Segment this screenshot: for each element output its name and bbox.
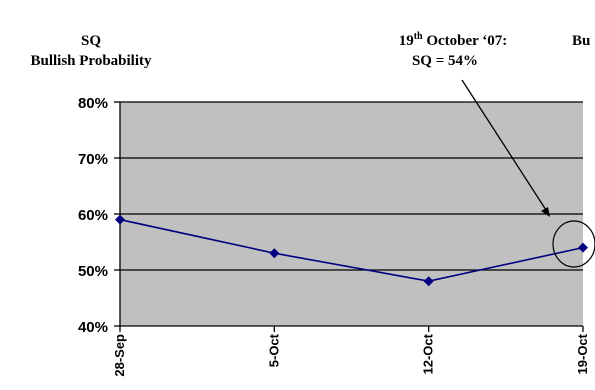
gridlines xyxy=(120,101,583,271)
annotation-day: 19 xyxy=(399,33,414,49)
annotation-text-line-2: SQ = 54% xyxy=(412,53,478,69)
x-tick-label: 19-Oct xyxy=(575,333,590,374)
annotation-date-rest: October ‘07: xyxy=(423,33,508,49)
y-tick-label: 70% xyxy=(78,151,108,168)
series-group xyxy=(115,214,588,287)
data-point-marker xyxy=(423,276,434,287)
y-tick-label: 60% xyxy=(78,207,108,224)
y-tick-label: 40% xyxy=(78,319,108,336)
annotation-arrowhead xyxy=(541,207,550,217)
second-chart-title-partial: Bu xyxy=(572,33,590,49)
data-point-marker xyxy=(578,242,588,253)
series-line xyxy=(119,218,584,283)
x-tick-label: 12-Oct xyxy=(421,333,436,374)
chart-title-line-2: Bullish Probability xyxy=(30,53,152,69)
x-tick-label: 28-Sep xyxy=(112,334,127,377)
x-axis: 28-Sep 5-Oct 12-Oct 19-Oct xyxy=(112,325,590,377)
annotation-arrow xyxy=(461,79,547,211)
annotation-superscript: th xyxy=(414,31,423,42)
annotation-text-line-1: 19th October ‘07: xyxy=(399,31,508,49)
y-tick-label: 80% xyxy=(78,95,108,112)
data-point-marker xyxy=(269,248,280,259)
y-axis: 40% 50% 60% 70% 80% xyxy=(78,95,121,336)
x-tick-label: 5-Oct xyxy=(266,333,281,367)
annotation-circle xyxy=(552,220,595,268)
data-point-marker xyxy=(115,214,125,225)
y-tick-label: 50% xyxy=(78,263,108,280)
chart-title-line-1: SQ xyxy=(81,33,101,49)
